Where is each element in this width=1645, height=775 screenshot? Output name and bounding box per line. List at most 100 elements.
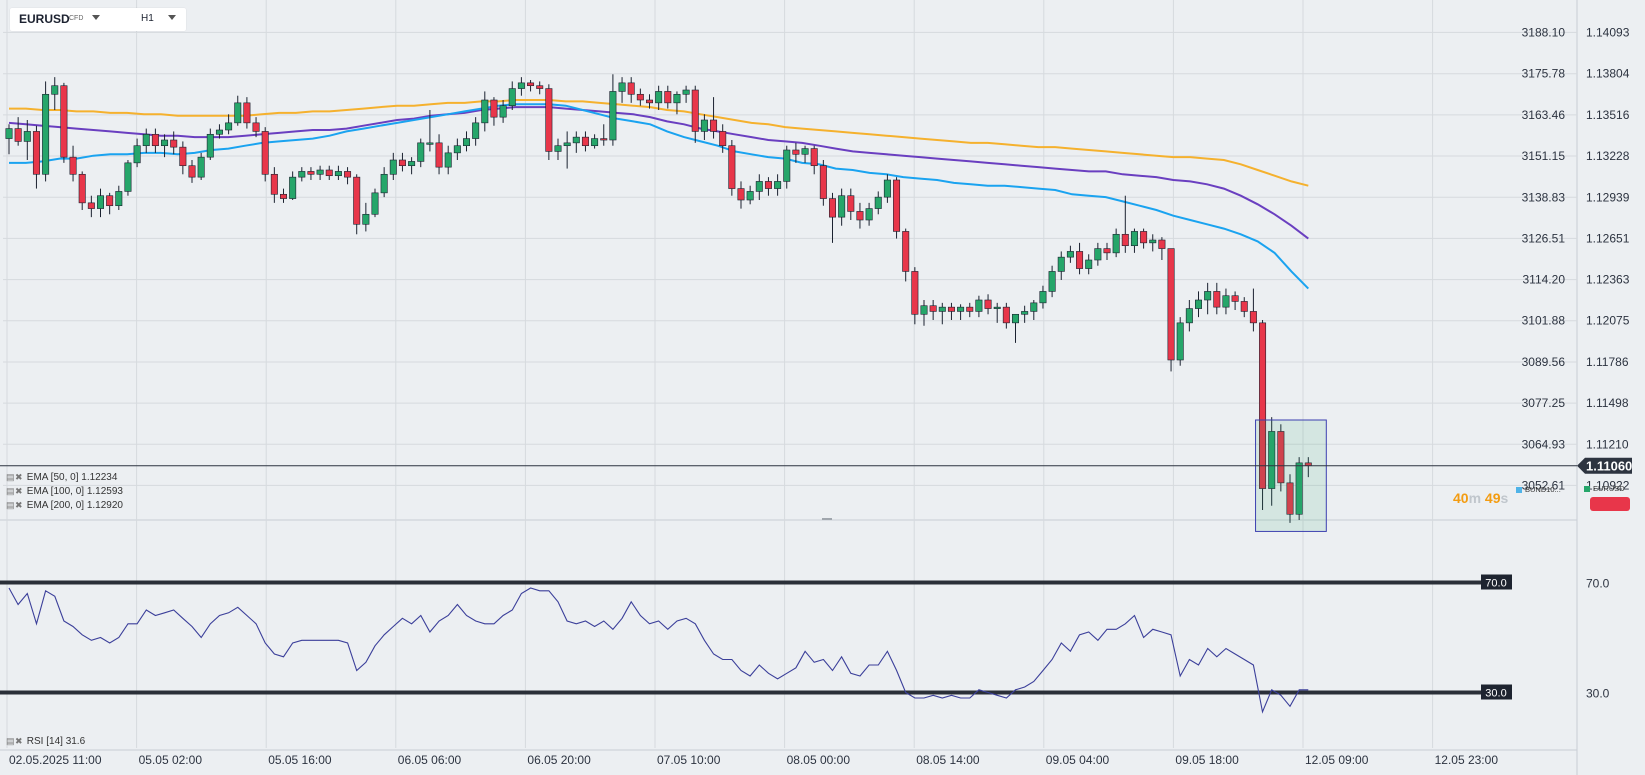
candle-body bbox=[161, 139, 169, 147]
series-tag-primary[interactable]: EURUSD bbox=[1584, 484, 1625, 493]
candle-body bbox=[865, 208, 873, 221]
price-tick-label-left: 3126.51 bbox=[1522, 231, 1566, 245]
candle-body bbox=[243, 102, 251, 124]
candle-body bbox=[1094, 248, 1102, 261]
symbol-chevron-down-icon[interactable] bbox=[92, 15, 100, 20]
timeframe-chevron-down-icon[interactable] bbox=[168, 15, 176, 20]
series-tag-secondary[interactable]: BUND10... bbox=[1516, 485, 1561, 494]
legend-ema100[interactable]: ▤✖ EMA [100, 0] 1.12593 bbox=[6, 486, 123, 497]
timeframe-value[interactable]: H1 bbox=[141, 13, 154, 24]
candle-body bbox=[1112, 233, 1120, 254]
legend-rsi-label: RSI [14] 31.6 bbox=[26, 736, 86, 747]
candle-body bbox=[462, 138, 470, 147]
legend-rsi[interactable]: ▤✖ RSI [14] 31.6 bbox=[6, 736, 85, 747]
candle-body bbox=[179, 146, 187, 167]
time-axis: 02.05.2025 11:00 05.05 02:00 05.05 16:00 06… bbox=[9, 753, 1498, 767]
price-tick-label-right: 1.13804 bbox=[1586, 67, 1630, 81]
candle-body bbox=[1011, 313, 1019, 324]
close-icon[interactable]: ✖ bbox=[15, 472, 23, 482]
legend-ema100-label: EMA [100, 0] 1.12593 bbox=[26, 486, 123, 497]
candle-body bbox=[234, 102, 242, 124]
candle-body bbox=[371, 192, 379, 215]
candle-body bbox=[316, 169, 324, 175]
settings-icon[interactable]: ▤ bbox=[6, 736, 15, 746]
countdown-minutes: 40 bbox=[1453, 490, 1469, 506]
time-tick-label: 09.05 18:00 bbox=[1175, 753, 1239, 767]
legend-ema200[interactable]: ▤✖ EMA [200, 0] 1.12920 bbox=[6, 500, 123, 511]
candle-body bbox=[984, 299, 992, 309]
price-tick-label-right: 1.13516 bbox=[1586, 108, 1630, 122]
candle-body bbox=[856, 211, 864, 221]
candle-body bbox=[1167, 248, 1175, 361]
candle-body bbox=[298, 171, 306, 178]
candle-body bbox=[1121, 233, 1129, 247]
candle-body bbox=[225, 122, 233, 131]
candle-body bbox=[957, 306, 965, 312]
candle-body bbox=[1039, 291, 1047, 304]
ema50-line bbox=[9, 103, 1310, 290]
price-tick-label-left: 3163.46 bbox=[1522, 108, 1566, 122]
candle-body bbox=[188, 165, 196, 178]
settings-icon[interactable]: ▤ bbox=[6, 486, 15, 496]
legend-ema50[interactable]: ▤✖ EMA [50, 0] 1.12234 bbox=[6, 472, 117, 483]
rsi-level-label: 30.0 bbox=[1485, 688, 1506, 700]
current-price-line: 1.11060 bbox=[0, 457, 1632, 474]
settings-icon[interactable]: ▤ bbox=[6, 500, 15, 510]
candle-body bbox=[673, 93, 681, 104]
price-tick-label-right: 1.14093 bbox=[1586, 25, 1630, 39]
series-tag-primary-label: EURUSD bbox=[1593, 484, 1625, 493]
close-icon[interactable]: ✖ bbox=[15, 500, 23, 510]
candle-body bbox=[1076, 251, 1084, 269]
price-tick-label-right: 1.11498 bbox=[1586, 396, 1629, 410]
candle-body bbox=[151, 133, 159, 147]
candle-body bbox=[645, 99, 653, 104]
ema100-line bbox=[8, 106, 1309, 240]
close-icon[interactable]: ✖ bbox=[15, 736, 23, 746]
settings-icon[interactable]: ▤ bbox=[6, 472, 15, 482]
candle-body bbox=[389, 159, 397, 175]
price-tick-label-left: 3138.83 bbox=[1522, 190, 1566, 204]
candle-body bbox=[810, 148, 818, 167]
candle-body bbox=[581, 136, 589, 147]
candle-body bbox=[517, 82, 525, 89]
symbol-toolbar: EURUSD CFD H1 bbox=[10, 8, 186, 31]
candle-body bbox=[362, 213, 370, 225]
candle-body bbox=[115, 191, 123, 207]
candle-body bbox=[481, 99, 489, 124]
price-tick-label-left: 3175.78 bbox=[1522, 67, 1566, 81]
rsi-level-tag bbox=[1481, 684, 1512, 700]
candle-body bbox=[563, 142, 571, 147]
candle-body bbox=[710, 119, 718, 132]
candle-body bbox=[426, 142, 434, 145]
candle-body bbox=[1286, 482, 1294, 515]
candle-body bbox=[1030, 302, 1038, 312]
close-icon[interactable]: ✖ bbox=[15, 486, 23, 496]
candle-body bbox=[344, 171, 352, 178]
candle-body bbox=[774, 181, 782, 189]
candle-body bbox=[536, 85, 544, 89]
candle-body bbox=[783, 149, 791, 182]
candle-body bbox=[874, 196, 882, 209]
time-tick-label: 02.05.2025 11:00 bbox=[9, 753, 102, 767]
time-tick-label: 06.05 06:00 bbox=[398, 753, 462, 767]
series-tag-primary-badge[interactable] bbox=[1590, 497, 1630, 511]
candle-body bbox=[819, 165, 827, 199]
candle-body bbox=[801, 148, 809, 155]
price-tick-label-left: 3114.20 bbox=[1523, 273, 1566, 287]
symbol-name[interactable]: EURUSD bbox=[19, 12, 70, 26]
candle-body bbox=[1213, 291, 1221, 308]
candle-body bbox=[600, 138, 608, 141]
price-tick-label-right: 1.13228 bbox=[1586, 149, 1630, 163]
forecast-rectangle bbox=[1255, 419, 1327, 532]
candle-body bbox=[838, 195, 846, 218]
candle-body bbox=[97, 195, 105, 209]
candle-body bbox=[206, 133, 214, 158]
candle-body bbox=[133, 145, 141, 164]
series-color-swatch bbox=[1584, 486, 1590, 493]
candle-body bbox=[1259, 322, 1267, 489]
candle-body bbox=[1231, 295, 1239, 302]
price-tick-label-left: 3188.10 bbox=[1522, 25, 1566, 39]
candle-body bbox=[472, 122, 480, 139]
price-tick-label-left: 3052.61 bbox=[1522, 478, 1566, 492]
